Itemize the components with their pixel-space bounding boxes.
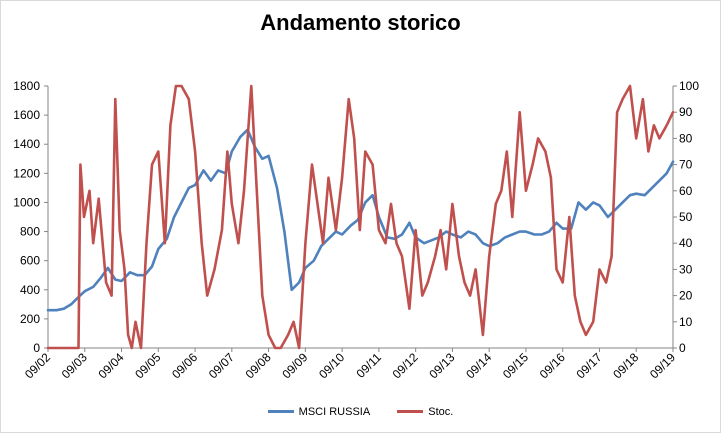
x-tick-label: 09/14 [463,350,494,381]
legend-item-msci-russia: MSCI RUSSIA [267,405,371,418]
x-tick-label: 09/15 [500,350,531,381]
x-tick-label: 09/18 [610,350,641,381]
right-tick-label: 0 [679,341,686,355]
left-tick-label: 1400 [13,137,40,151]
right-tick-label: 20 [679,289,693,303]
left-tick-label: 1200 [13,166,40,180]
legend-label-msci-russia: MSCI RUSSIA [298,405,371,418]
left-tick-label: 600 [20,254,40,268]
right-tick-label: 100 [679,79,699,93]
legend-swatch-msci-russia [267,410,294,413]
right-tick-label: 60 [679,184,693,198]
right-tick-label: 90 [679,105,693,119]
legend-swatch-stoc [397,410,424,413]
series-layer [46,84,675,350]
x-tick-label: 09/06 [169,350,200,381]
x-tick-label: 09/08 [243,350,274,381]
x-tick-label: 09/04 [96,350,127,381]
right-tick-label: 10 [679,315,693,329]
x-tick-label: 09/09 [279,350,310,381]
right-tick-label: 40 [679,236,693,250]
left-tick-label: 1000 [13,195,40,209]
left-tick-label: 800 [20,225,40,239]
x-tick-label: 09/16 [537,350,568,381]
left-tick-label: 1600 [13,108,40,122]
legend-item-stoc: Stoc. [397,406,453,418]
left-tick-label: 200 [20,312,40,326]
left-tick-label: 1800 [13,79,40,93]
x-tick-label: 09/11 [353,350,384,381]
legend-label-stoc: Stoc. [428,405,454,418]
x-tick-label: 09/17 [573,350,604,381]
x-tick-label: 09/05 [132,350,163,381]
right-tick-label: 70 [679,158,693,172]
x-tick-label: 09/07 [206,350,237,381]
x-tick-label: 09/12 [390,350,421,381]
left-tick-label: 0 [33,341,40,355]
right-tick-label: 30 [679,262,693,276]
left-tick-label: 400 [20,283,40,297]
series-line-stoc [46,84,675,350]
x-tick-label: 09/03 [59,350,90,381]
x-tick-label: 09/02 [22,350,53,381]
chart-title: Andamento storico [260,10,461,35]
legend: MSCI RUSSIA Stoc. [0,404,721,418]
x-tick-label: 09/19 [647,350,678,381]
right-tick-label: 50 [679,210,693,224]
x-tick-label: 09/10 [316,350,347,381]
x-tick-label: 09/13 [426,350,457,381]
right-tick-label: 80 [679,131,693,145]
